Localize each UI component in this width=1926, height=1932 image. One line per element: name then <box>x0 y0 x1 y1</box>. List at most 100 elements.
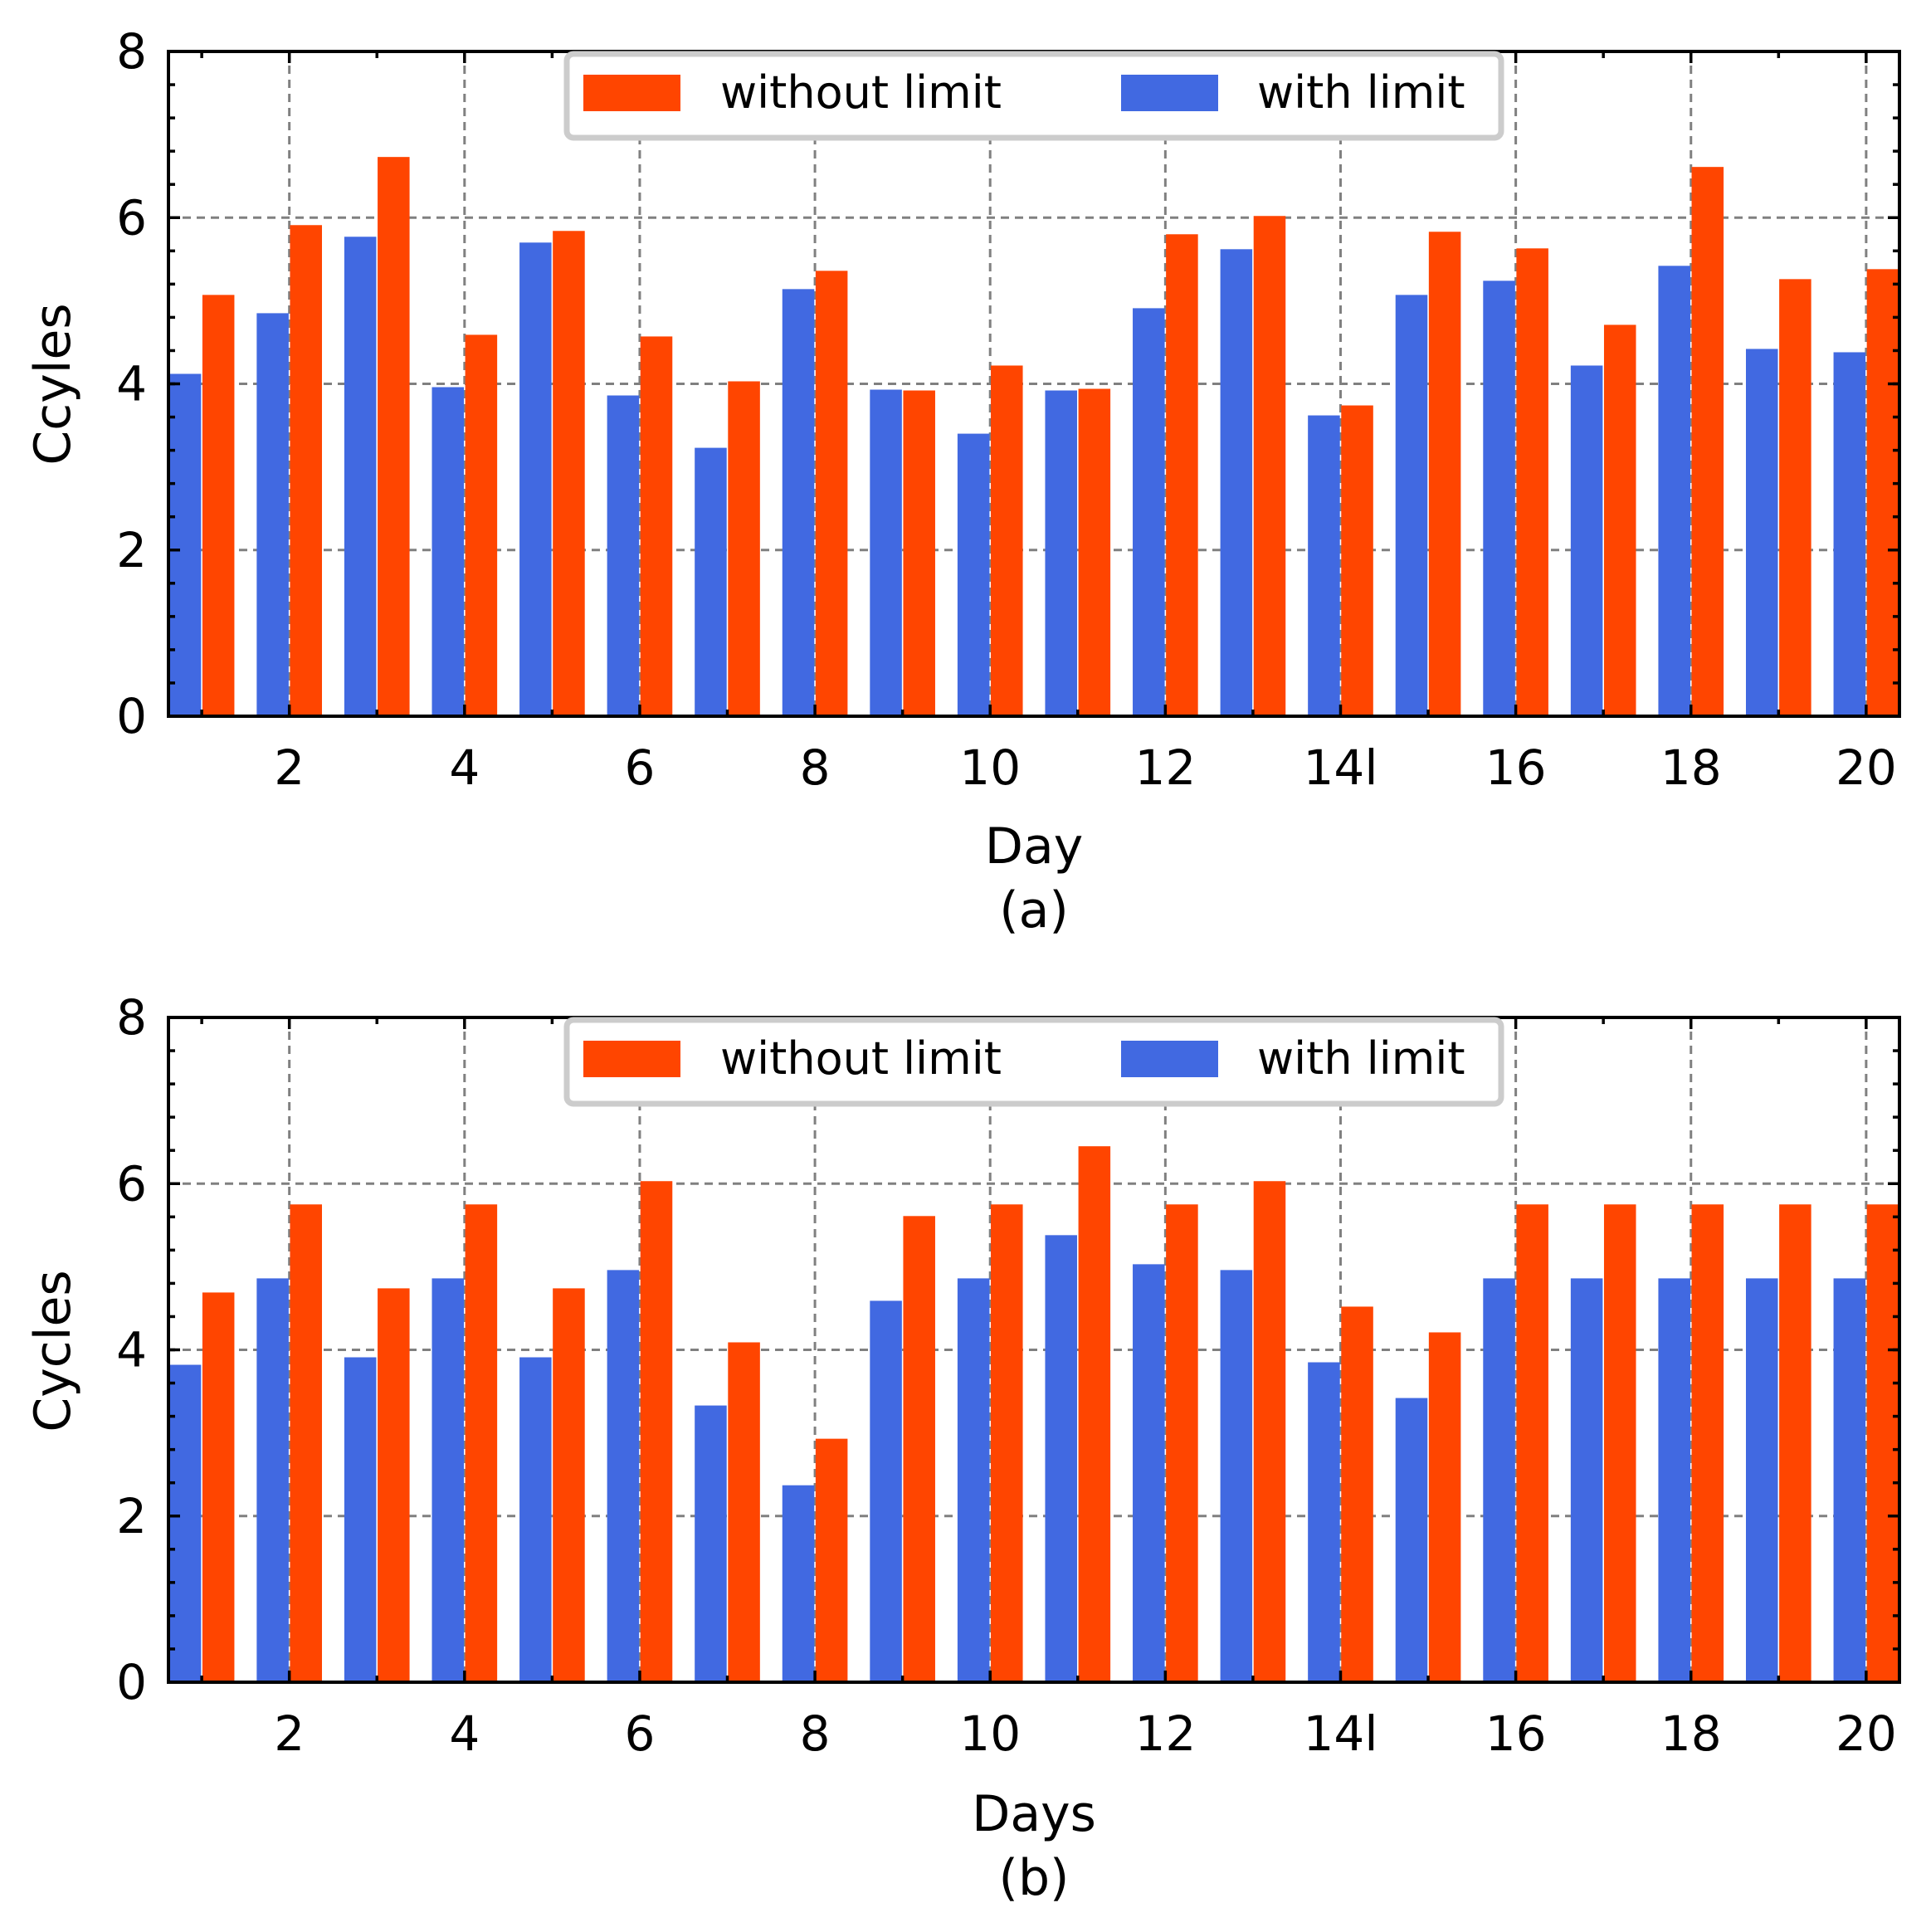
y-tick-label: 6 <box>116 189 147 246</box>
y-axis-label: Cycles <box>24 1270 82 1432</box>
bar-with-limit-day-11 <box>1045 390 1077 716</box>
bar-without-limit-day-4 <box>465 1204 498 1682</box>
bar-with-limit-day-18 <box>1658 266 1690 716</box>
y-axis-label: Ccyles <box>24 303 82 465</box>
legend-box <box>563 1017 1504 1107</box>
bar-with-limit-day-16 <box>1483 281 1515 717</box>
x-tick-label: 16 <box>1485 1705 1547 1762</box>
bar-with-limit-day-19 <box>1745 349 1778 716</box>
panel-a: 2 4 6 8 10 12 14l 16 18 20 0 2 4 6 8 without limit wit… <box>24 23 1901 939</box>
x-tick-label: 20 <box>1836 739 1897 796</box>
bar-with-limit-day-5 <box>519 1357 552 1682</box>
x-tick-label: 2 <box>274 1705 305 1762</box>
bar-without-limit-day-18 <box>1691 1204 1724 1682</box>
x-tick-label: 2 <box>274 739 305 796</box>
x-tick-label: 20 <box>1836 1705 1897 1762</box>
bar-with-limit-day-20 <box>1833 352 1866 716</box>
legend-swatch-with-limit <box>1121 75 1218 111</box>
x-tick-label: 4 <box>449 1705 480 1762</box>
bar-without-limit-day-19 <box>1779 279 1811 716</box>
x-tick-label: 18 <box>1660 739 1722 796</box>
x-tick-label: 4 <box>449 739 480 796</box>
panel-b: 2 4 6 8 10 12 14l 16 18 20 0 2 4 6 8 without limit wit… <box>24 989 1901 1907</box>
y-tick-label: 4 <box>116 1322 147 1378</box>
bar-with-limit-day-17 <box>1570 365 1603 716</box>
bar-without-limit-day-6 <box>640 336 673 716</box>
bar-with-limit-day-11 <box>1045 1235 1077 1682</box>
x-tick-label: 14l <box>1304 1705 1378 1762</box>
bar-with-limit-day-2 <box>256 1278 289 1682</box>
bar-with-limit-day-13 <box>1220 249 1253 716</box>
bar-with-limit-day-6 <box>607 1270 640 1682</box>
x-tick-label: 12 <box>1134 1705 1196 1762</box>
bar-without-limit-day-16 <box>1516 1204 1548 1682</box>
bar-without-limit-day-15 <box>1428 1332 1461 1682</box>
y-tick-label: 6 <box>116 1155 147 1212</box>
y-tick-label: 2 <box>116 1488 147 1544</box>
bar-without-limit-day-17 <box>1603 324 1636 716</box>
bar-with-limit-day-20 <box>1833 1278 1866 1682</box>
y-tick-label: 8 <box>116 23 147 80</box>
bar-with-limit-day-12 <box>1133 1264 1165 1682</box>
bar-with-limit-day-4 <box>432 1278 465 1682</box>
y-tick-label: 2 <box>116 522 147 578</box>
bar-with-limit-day-8 <box>782 289 815 716</box>
legend-swatch-with-limit <box>1121 1041 1218 1077</box>
bar-without-limit-day-12 <box>1166 234 1198 716</box>
bar-without-limit-day-20 <box>1866 1204 1899 1682</box>
bar-without-limit-day-5 <box>553 231 585 716</box>
bar-with-limit-day-10 <box>957 433 990 716</box>
bar-with-limit-day-6 <box>607 395 640 716</box>
bar-without-limit-day-2 <box>290 225 323 717</box>
bar-without-limit-day-10 <box>991 365 1023 716</box>
bar-without-limit-day-13 <box>1253 1181 1286 1682</box>
bar-without-limit-day-9 <box>903 1216 935 1682</box>
x-tick-label: 8 <box>800 1705 831 1762</box>
legend-label-with-limit: with limit <box>1257 66 1465 119</box>
y-tick-label: 0 <box>116 1654 147 1710</box>
bar-without-limit-day-16 <box>1516 248 1548 716</box>
bar-with-limit-day-3 <box>344 1357 377 1682</box>
bar-without-limit-day-5 <box>553 1288 585 1682</box>
bar-without-limit-day-12 <box>1166 1204 1198 1682</box>
bar-with-limit-day-7 <box>695 447 727 716</box>
bar-with-limit-day-14 <box>1308 415 1340 716</box>
legend: without limit with limit <box>563 51 1504 141</box>
x-tick-label: 6 <box>624 1705 655 1762</box>
x-tick-label: 6 <box>624 739 655 796</box>
bar-with-limit-day-2 <box>256 313 289 716</box>
bar-without-limit-day-3 <box>378 157 410 716</box>
bar-without-limit-day-2 <box>290 1204 323 1682</box>
bar-with-limit-day-10 <box>957 1278 990 1682</box>
bar-without-limit-day-18 <box>1691 167 1724 716</box>
legend-box <box>563 51 1504 141</box>
bar-without-limit-day-10 <box>991 1204 1023 1682</box>
bar-without-limit-day-17 <box>1603 1204 1636 1682</box>
bar-without-limit-day-7 <box>728 381 760 716</box>
bar-without-limit-day-20 <box>1866 269 1899 716</box>
bar-with-limit-day-15 <box>1395 295 1428 716</box>
bar-without-limit-day-19 <box>1779 1204 1811 1682</box>
bar-without-limit-day-13 <box>1253 216 1286 716</box>
bar-with-limit-day-8 <box>782 1485 815 1682</box>
x-tick-label: 8 <box>800 739 831 796</box>
bar-with-limit-day-4 <box>432 387 465 716</box>
bar-with-limit-day-9 <box>870 1300 902 1682</box>
bar-with-limit-day-12 <box>1133 308 1165 716</box>
bar-with-limit-day-1 <box>168 373 202 716</box>
x-tick-label: 14l <box>1304 739 1378 796</box>
bar-without-limit-day-3 <box>378 1288 410 1682</box>
panel-caption: (b) <box>999 1849 1070 1907</box>
bar-without-limit-day-11 <box>1078 388 1111 716</box>
legend-label-without-limit: without limit <box>720 1032 1002 1085</box>
legend-label-with-limit: with limit <box>1257 1032 1465 1085</box>
bar-with-limit-day-15 <box>1395 1398 1428 1682</box>
y-tick-label: 4 <box>116 356 147 412</box>
y-tick-label: 8 <box>116 989 147 1046</box>
bar-without-limit-day-6 <box>640 1181 673 1682</box>
bar-without-limit-day-8 <box>815 271 848 717</box>
bar-with-limit-day-16 <box>1483 1278 1515 1682</box>
bar-with-limit-day-3 <box>344 237 377 716</box>
bar-without-limit-day-4 <box>465 334 498 716</box>
